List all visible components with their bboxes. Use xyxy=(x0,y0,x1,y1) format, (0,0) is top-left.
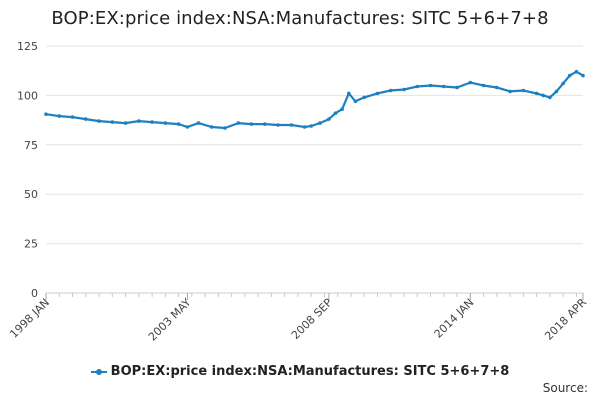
data-point[interactable] xyxy=(263,122,267,126)
gridlines xyxy=(46,45,583,294)
y-axis: 0 25 50 75 100 125 xyxy=(17,40,38,300)
data-point[interactable] xyxy=(495,85,499,90)
data-point[interactable] xyxy=(481,83,486,88)
x-axis: 1998 JAN 2003 MAY 2008 SEP 2014 JAN 2018 APR xyxy=(7,293,589,344)
y-tick-label: 50 xyxy=(24,188,38,201)
source-label: Source: xyxy=(542,381,588,395)
data-point[interactable] xyxy=(340,107,344,111)
data-point[interactable] xyxy=(548,95,552,100)
data-point[interactable] xyxy=(327,117,331,121)
data-point[interactable] xyxy=(468,80,473,85)
data-point[interactable] xyxy=(455,85,459,90)
data-point[interactable] xyxy=(110,120,115,124)
legend[interactable]: BOP:EX:price index:NSA:Manufactures: SIT… xyxy=(0,364,600,379)
y-tick-label: 75 xyxy=(24,139,38,152)
data-point[interactable] xyxy=(97,119,101,123)
data-point[interactable] xyxy=(561,81,565,86)
data-point[interactable] xyxy=(581,73,585,78)
y-tick-label: 125 xyxy=(17,40,38,53)
data-point[interactable] xyxy=(428,83,433,88)
data-point[interactable] xyxy=(57,114,62,118)
x-tick-label: 1998 JAN xyxy=(7,296,52,341)
series-line xyxy=(44,70,585,130)
data-point[interactable] xyxy=(123,121,128,125)
x-tick-label: 2014 JAN xyxy=(432,296,477,341)
data-point[interactable] xyxy=(309,124,314,128)
data-point[interactable] xyxy=(388,88,393,93)
data-point[interactable] xyxy=(185,125,190,129)
data-point[interactable] xyxy=(521,88,526,93)
y-tick-label: 0 xyxy=(31,287,38,300)
legend-label: BOP:EX:price index:NSA:Manufactures: SIT… xyxy=(110,364,510,379)
data-point[interactable] xyxy=(347,91,351,96)
data-point[interactable] xyxy=(415,84,420,89)
data-point[interactable] xyxy=(574,69,579,74)
data-point[interactable] xyxy=(362,95,367,100)
data-point[interactable] xyxy=(554,89,559,94)
data-point[interactable] xyxy=(318,121,322,125)
data-point[interactable] xyxy=(534,91,539,96)
data-point[interactable] xyxy=(137,119,141,123)
x-tick-label: 2018 APR xyxy=(542,296,589,343)
data-point[interactable] xyxy=(402,87,406,92)
data-point[interactable] xyxy=(302,125,307,129)
y-tick-label: 25 xyxy=(24,238,38,251)
data-point[interactable] xyxy=(541,93,545,98)
data-point[interactable] xyxy=(44,112,48,116)
data-point[interactable] xyxy=(333,111,338,115)
chart-title: BOP:EX:price index:NSA:Manufactures: SIT… xyxy=(51,8,549,29)
data-point[interactable] xyxy=(567,73,572,78)
data-point[interactable] xyxy=(442,84,446,89)
data-point[interactable] xyxy=(150,120,154,124)
data-point[interactable] xyxy=(353,99,358,104)
data-point[interactable] xyxy=(176,122,181,126)
data-point[interactable] xyxy=(236,121,241,125)
data-point[interactable] xyxy=(249,122,254,126)
x-tick-label: 2003 MAY xyxy=(146,296,194,344)
series-group xyxy=(44,69,585,130)
data-point[interactable] xyxy=(508,89,512,94)
data-point[interactable] xyxy=(84,117,88,121)
x-tick-label: 2008 SEP xyxy=(289,296,335,342)
y-tick-label: 100 xyxy=(17,89,38,102)
data-point[interactable] xyxy=(70,115,75,119)
data-point[interactable] xyxy=(209,125,214,129)
data-point[interactable] xyxy=(276,123,280,127)
data-point[interactable] xyxy=(223,126,227,130)
data-point[interactable] xyxy=(375,91,380,96)
legend-swatch xyxy=(90,368,107,376)
data-point[interactable] xyxy=(289,123,294,127)
data-point[interactable] xyxy=(196,121,201,125)
data-point[interactable] xyxy=(163,121,168,125)
